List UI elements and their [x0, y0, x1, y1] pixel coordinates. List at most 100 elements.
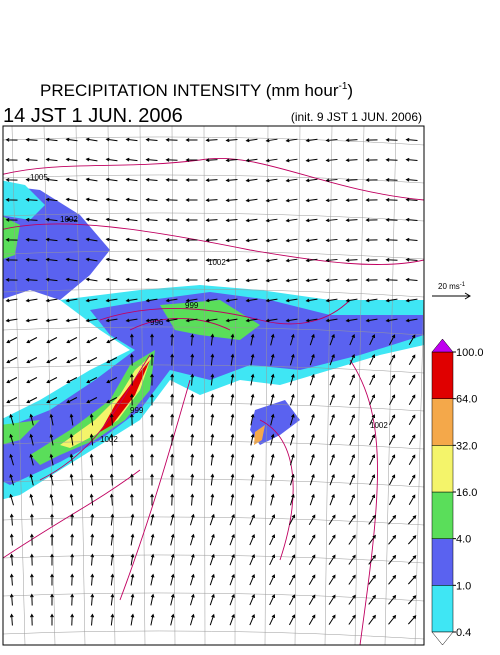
- wind-arrow: [145, 298, 158, 303]
- wind-arrow: [368, 614, 376, 625]
- wind-arrow: [309, 453, 315, 466]
- wind-arrow: [106, 397, 118, 404]
- wind-arrow: [65, 318, 78, 323]
- wind-arrow: [25, 157, 38, 162]
- wind-arrow: [408, 374, 416, 386]
- wind-arrow: [229, 513, 235, 526]
- wind-arrow: [190, 473, 195, 486]
- wind-arrow: [150, 473, 154, 486]
- isobar-label: 1002: [60, 215, 78, 224]
- wind-arrow: [329, 453, 335, 466]
- wind-arrow: [5, 158, 18, 162]
- wind-arrow: [385, 158, 398, 162]
- wind-arrow: [5, 258, 18, 262]
- wind-arrow: [250, 393, 255, 406]
- wind-arrow: [150, 553, 155, 566]
- wind-arrow: [348, 554, 356, 565]
- wind-arrow: [9, 453, 14, 466]
- wind-arrow: [170, 373, 175, 386]
- wind-arrow: [25, 177, 38, 182]
- wind-arrow: [130, 333, 134, 346]
- wind-arrow: [105, 217, 118, 222]
- wind-arrow: [145, 318, 158, 323]
- map-area: 1005 1002 1002 999 996 999 1002 1002: [3, 126, 424, 645]
- wind-arrow: [6, 357, 18, 364]
- wind-arrow: [385, 198, 398, 202]
- isobars: [3, 157, 424, 645]
- colorbar-label: 1.0: [456, 580, 471, 592]
- parallel: [3, 136, 424, 146]
- wind-arrow: [65, 277, 78, 282]
- wind-arrow: [270, 353, 275, 366]
- wind-arrow: [110, 513, 115, 526]
- wind-arrow: [349, 353, 355, 366]
- wind-arrow: [185, 178, 198, 182]
- wind-arrow: [388, 614, 397, 625]
- wind-arrow: [145, 237, 158, 242]
- wind-arrow: [205, 278, 218, 283]
- wind-arrow: [309, 393, 315, 406]
- wind-arrow: [408, 354, 416, 366]
- wind-arrow: [86, 377, 98, 384]
- wind-arrow: [329, 333, 335, 346]
- wind-arrow: [289, 413, 295, 426]
- wind-arrow: [9, 493, 14, 506]
- wind-arrow: [285, 198, 298, 203]
- wind-arrow: [369, 394, 376, 406]
- colorbar-under: [431, 631, 454, 646]
- wind-arrow: [125, 318, 138, 323]
- wind-arrow: [405, 318, 418, 323]
- wind-arrow: [25, 298, 38, 303]
- wind-arrow: [285, 178, 298, 183]
- wind-arrow: [388, 494, 396, 506]
- wind-arrow: [85, 197, 98, 202]
- wind-arrow: [170, 493, 175, 506]
- wind-arrow: [130, 573, 135, 586]
- wind-arrow: [170, 413, 175, 426]
- wind-arrow: [245, 158, 258, 163]
- wind-arrow: [325, 198, 338, 203]
- wind-arrow: [189, 553, 195, 566]
- wind-arrow: [170, 573, 175, 586]
- isobar-label: 996: [150, 318, 164, 327]
- wind-arrow: [348, 594, 356, 605]
- valid-time: 14 JST 1 JUN. 2006: [3, 105, 183, 127]
- wind-arrow: [90, 553, 95, 566]
- wind-arrow: [90, 533, 95, 546]
- wind-arrow: [130, 513, 135, 526]
- wind-arrow: [86, 397, 98, 404]
- wind-arrow: [405, 298, 418, 303]
- wind-arrow: [109, 473, 114, 486]
- meridian: [11, 126, 26, 645]
- wind-arrow: [110, 553, 115, 566]
- wind-arrow: [205, 178, 218, 183]
- wind-arrow: [25, 137, 38, 142]
- wind-arrow: [9, 513, 14, 526]
- wind-vectors: [5, 137, 418, 626]
- parallel: [3, 250, 424, 260]
- wind-arrow: [245, 238, 258, 243]
- wind-arrow: [225, 298, 238, 303]
- wind-arrow: [210, 333, 215, 346]
- wind-arrow: [49, 473, 54, 486]
- wind-arrow: [388, 394, 396, 406]
- wind-arrow: [285, 158, 298, 163]
- wind-arrow: [130, 473, 134, 486]
- colorbar: 0.4 1.0 4.0 16.0 32.0 64.0 100.0: [431, 338, 484, 646]
- meridian: [75, 126, 86, 645]
- wind-arrow: [285, 318, 298, 323]
- wind-arrow: [90, 513, 95, 526]
- wind-arrow: [65, 197, 78, 202]
- wind-arrow: [66, 397, 78, 404]
- wind-arrow: [150, 493, 154, 506]
- wind-arrow: [185, 258, 198, 262]
- wind-arrow: [385, 278, 398, 282]
- wind-arrow: [125, 277, 138, 282]
- wind-arrow: [225, 318, 238, 323]
- wind-arrow: [385, 298, 398, 303]
- wind-arrow: [329, 433, 335, 446]
- wind-arrow: [130, 613, 135, 626]
- wind-arrow: [6, 337, 18, 344]
- wind-arrow: [205, 198, 218, 203]
- wind-arrow: [209, 613, 215, 626]
